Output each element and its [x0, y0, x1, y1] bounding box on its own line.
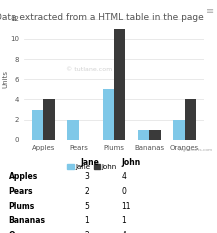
- Text: 1: 1: [85, 216, 89, 225]
- Bar: [114, 29, 125, 140]
- Text: 3: 3: [85, 172, 89, 181]
- Text: 4: 4: [122, 231, 126, 233]
- Y-axis label: Units: Units: [3, 70, 9, 88]
- Bar: [67, 120, 79, 140]
- Bar: [173, 120, 184, 140]
- Text: Oranges: Oranges: [9, 231, 45, 233]
- Text: 11: 11: [122, 202, 131, 211]
- Bar: [32, 110, 43, 140]
- Legend: Jane, John: Jane, John: [67, 164, 117, 170]
- Text: Jane: Jane: [80, 158, 99, 167]
- Bar: [149, 130, 161, 140]
- Text: John: John: [122, 158, 141, 167]
- Text: 5: 5: [85, 202, 89, 211]
- Text: 2: 2: [85, 187, 89, 196]
- Text: Highcharts.com: Highcharts.com: [179, 148, 213, 152]
- Text: Pears: Pears: [9, 187, 33, 196]
- Bar: [43, 99, 55, 140]
- Text: Data extracted from a HTML table in the page: Data extracted from a HTML table in the …: [0, 13, 204, 22]
- Text: 1: 1: [122, 216, 126, 225]
- Bar: [138, 130, 149, 140]
- Text: 4: 4: [122, 172, 126, 181]
- Text: 2: 2: [85, 231, 89, 233]
- Text: Plums: Plums: [9, 202, 35, 211]
- Text: Bananas: Bananas: [9, 216, 46, 225]
- Bar: [184, 99, 196, 140]
- Text: © tutlane.com: © tutlane.com: [66, 67, 112, 72]
- Text: Apples: Apples: [9, 172, 38, 181]
- Text: ≡: ≡: [206, 6, 214, 16]
- Bar: [103, 89, 114, 140]
- Text: 0: 0: [122, 187, 126, 196]
